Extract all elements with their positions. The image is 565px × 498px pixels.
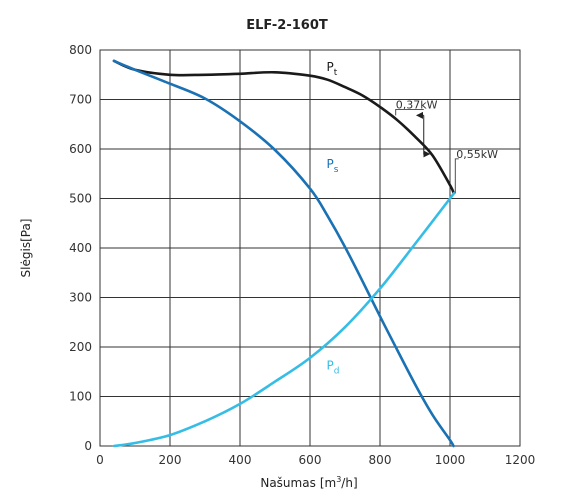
x-tick-label-2: 400 [229,453,252,467]
y-tick-label-3: 300 [69,291,92,305]
y-tick-label-4: 400 [69,241,92,255]
series-label-pd: Pd [327,358,340,376]
annotation-arrow-1 [423,115,431,158]
y-tick-label-6: 600 [69,142,92,156]
y-tick-label-0: 0 [84,439,92,453]
x-axis-label-name: Našumas [260,476,315,490]
x-axis-unit-end: /h] [341,476,357,490]
x-tick-label-5: 1000 [435,453,466,467]
x-axis-unit: [m [320,476,336,490]
chart-title: ELF-2-160T [246,18,328,33]
x-tick-label-6: 1200 [505,453,536,467]
y-tick-label-1: 100 [69,390,92,404]
x-tick-label-3: 600 [299,453,322,467]
y-axis-label: Slėgis[Pa] [19,219,33,278]
x-tick-label-4: 800 [369,453,392,467]
x-tick-label-1: 200 [159,453,182,467]
annotation-label-0: 0,37kW [396,98,438,111]
series-layer: Pt Ps Pd [112,59,456,448]
x-tick-label-0: 0 [96,453,104,467]
annotation-bracket-1 [454,158,459,194]
y-tick-label-2: 200 [69,340,92,354]
chart-grid [99,49,521,447]
series-line-ps [112,59,455,448]
series-label-ps: Ps [327,157,339,175]
series-line-pd [112,191,456,448]
y-tick-label-7: 700 [69,93,92,107]
annotation-layer: 0,37kW 0,55kW [395,98,498,194]
x-axis-label: Našumas [m3/h] [260,475,357,490]
tick-labels: 0 200 400 600 800 1000 1200 0 100 200 300 400 500 600… [69,43,535,467]
annotation-bracket-0 [395,109,424,116]
series-label-pt: Pt [327,60,338,78]
y-tick-label-8: 800 [69,43,92,57]
annotation-label-1: 0,55kW [456,148,498,161]
y-tick-label-5: 500 [69,192,92,206]
x-axis-unit-sup: 3 [336,475,341,484]
